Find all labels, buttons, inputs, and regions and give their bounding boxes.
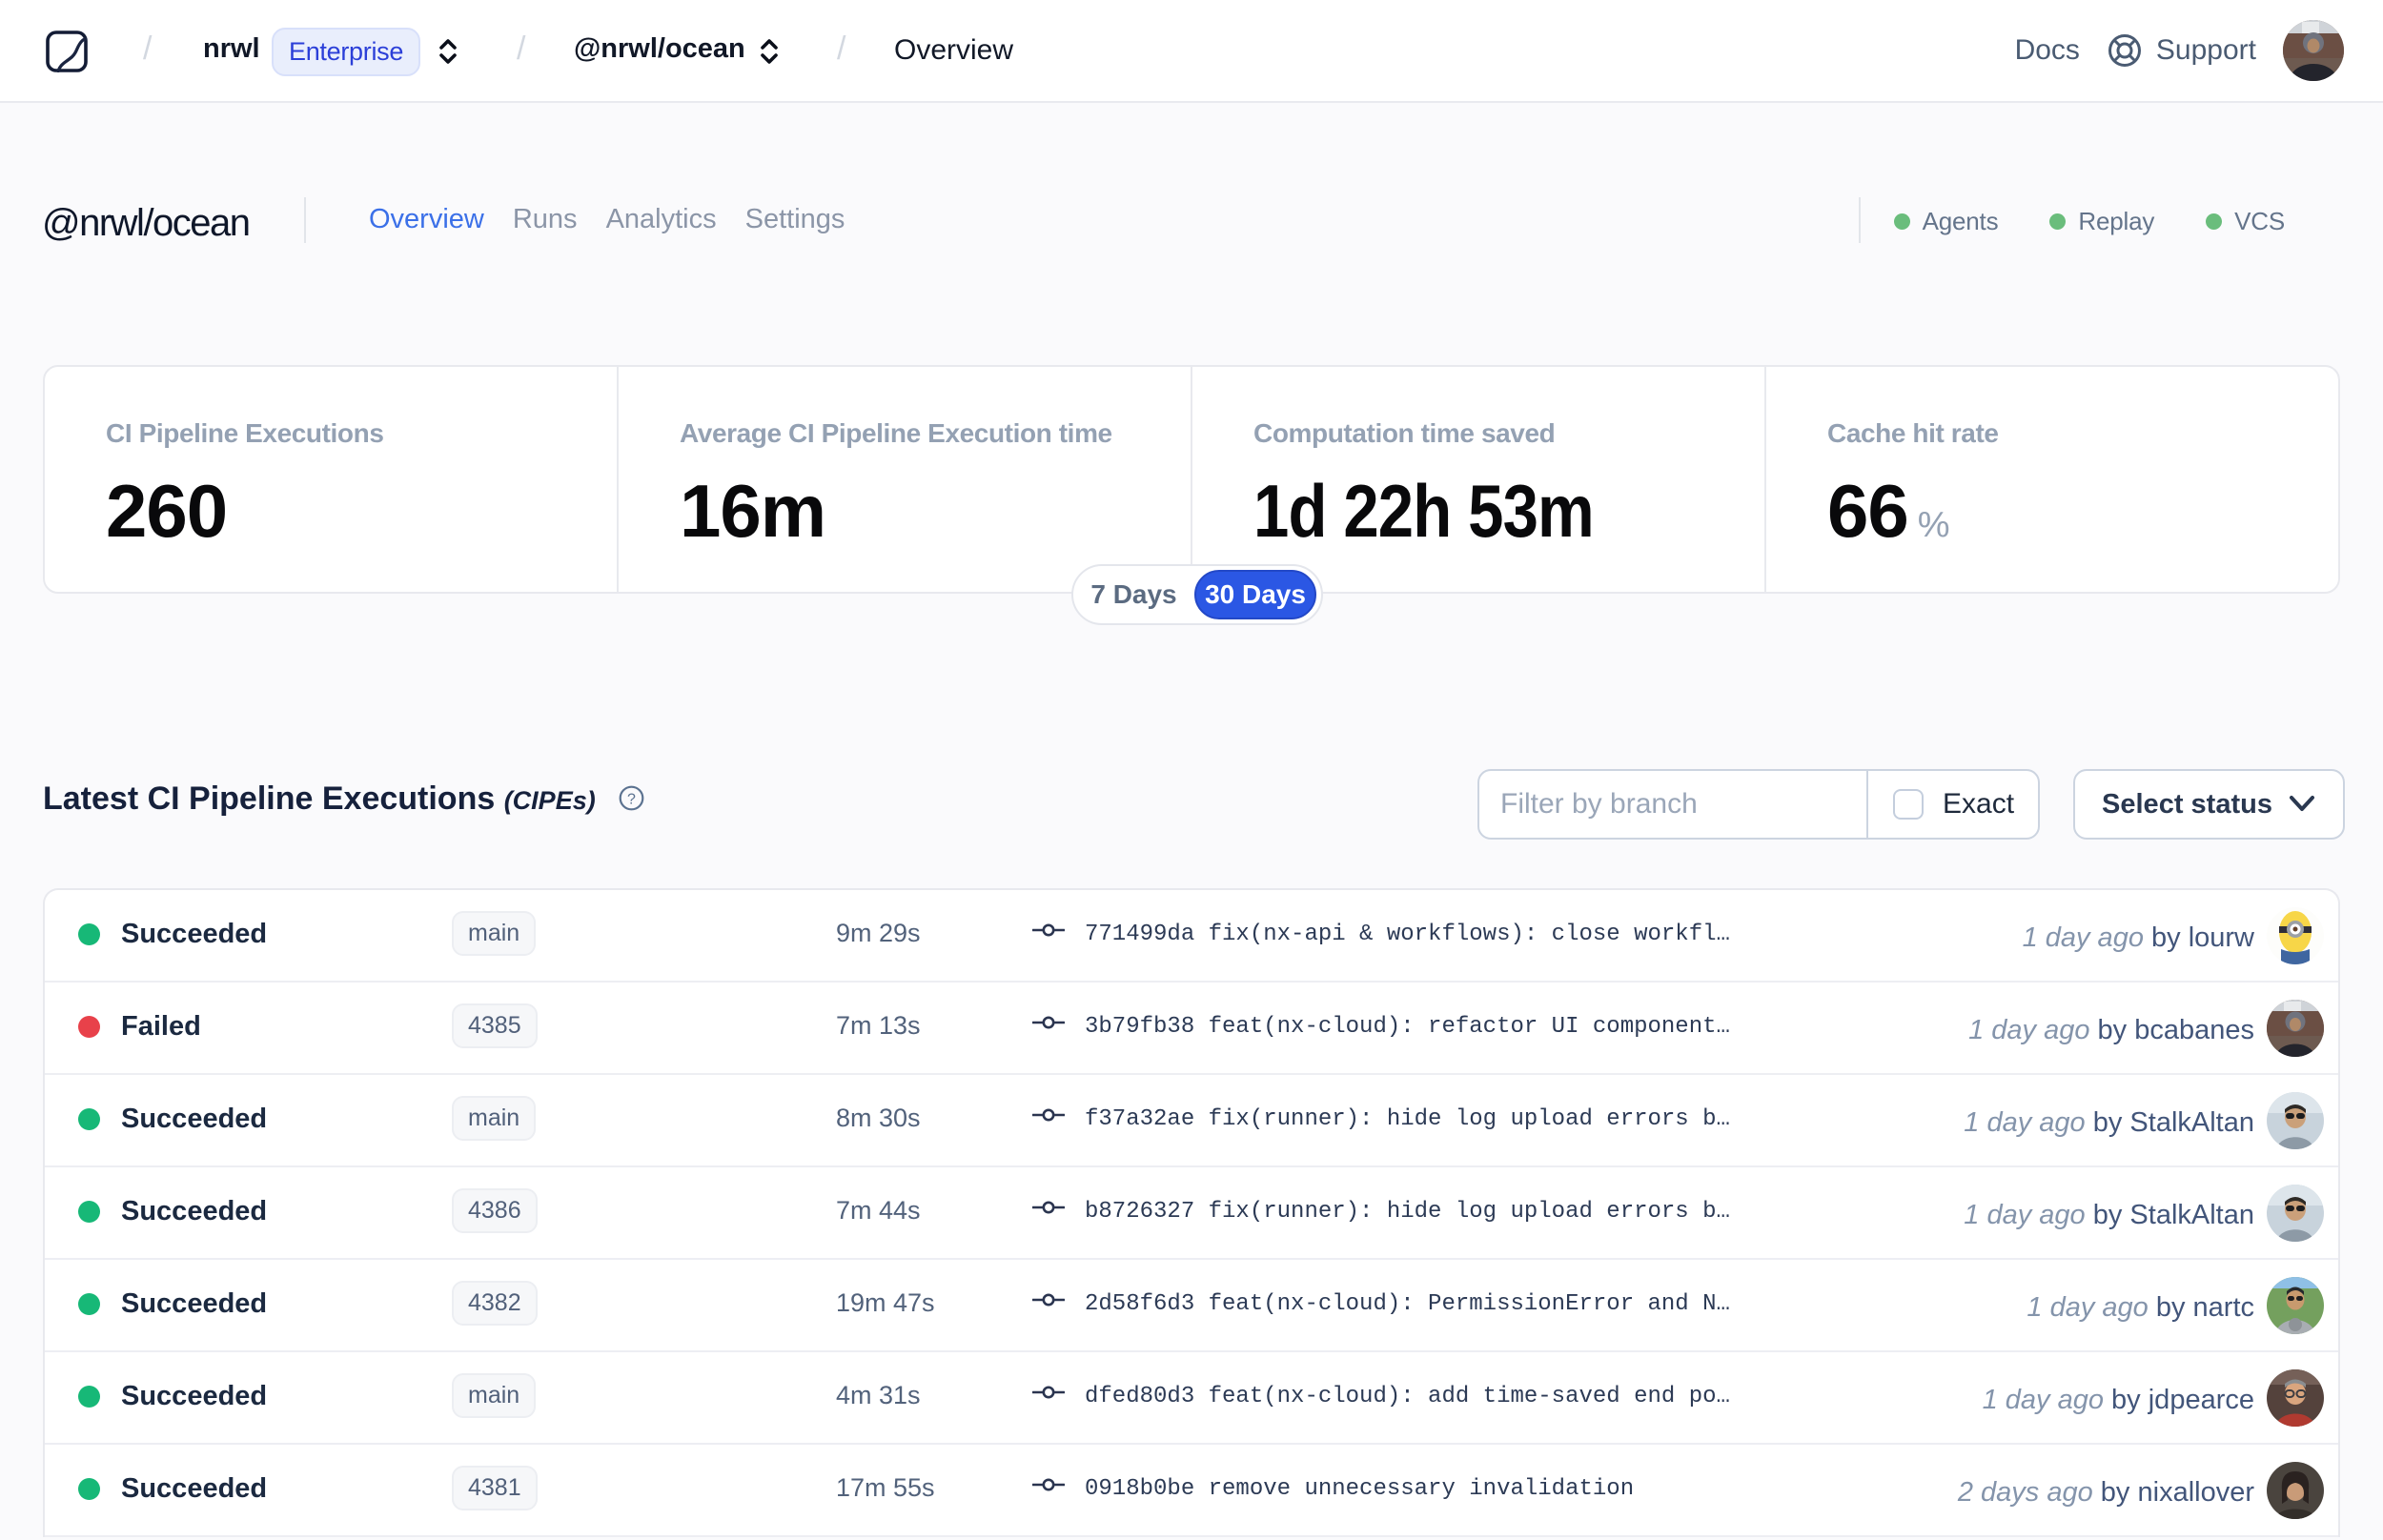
svg-text:?: ?: [627, 792, 636, 808]
